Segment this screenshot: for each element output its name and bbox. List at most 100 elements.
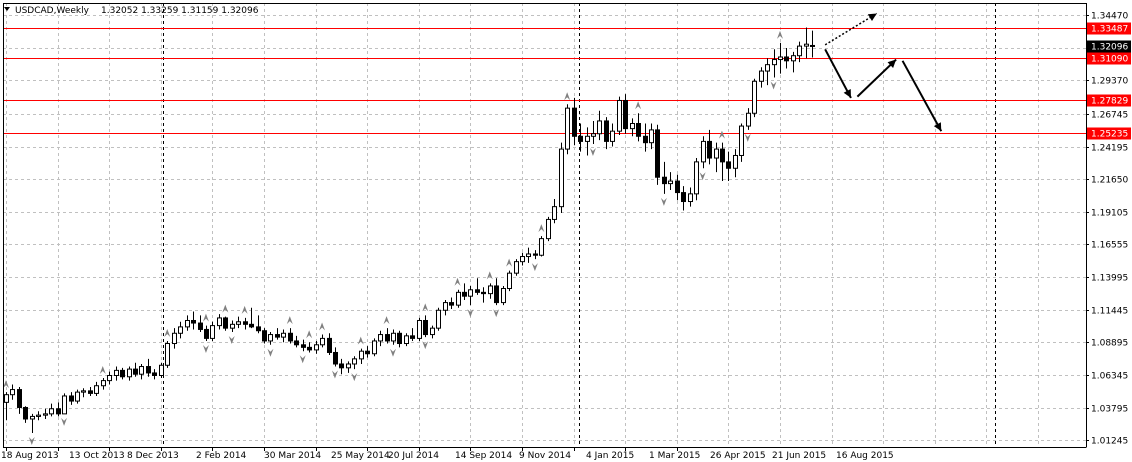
candle-down [462, 291, 467, 297]
candle-up [759, 70, 764, 82]
fractal-down-icon [228, 336, 235, 345]
level-price-tag-label: 1.33487 [1091, 25, 1128, 35]
candle-down [56, 408, 61, 415]
candle-up [701, 140, 706, 163]
fractal-down-icon [422, 341, 429, 350]
fractal-up-icon [357, 336, 364, 345]
fractal-up-icon [538, 224, 545, 233]
candle-up [791, 55, 796, 62]
candle-up [591, 133, 596, 137]
candle-up [810, 44, 815, 47]
candle-up [597, 120, 602, 135]
candle-up [165, 343, 170, 366]
y-tick-label: 1.11445 [1091, 307, 1128, 317]
candle-up [804, 43, 809, 47]
candle-up [178, 326, 183, 334]
fractal-down-icon [267, 348, 274, 357]
candle-up [10, 389, 15, 396]
fractal-up-icon [454, 277, 461, 286]
candle-up [94, 385, 99, 394]
candle-up [417, 319, 422, 339]
x-tick-label: 9 Nov 2014 [519, 451, 571, 461]
candle-down [301, 344, 306, 348]
candle-up [75, 391, 80, 402]
arrowhead-icon [867, 13, 877, 22]
candle-up [127, 368, 132, 378]
y-tick-label: 1.01245 [1091, 437, 1128, 447]
y-tick-label: 1.08895 [1091, 339, 1128, 349]
candle-down [146, 366, 151, 374]
y-tick-label: 1.34470 [1091, 12, 1128, 22]
candle-up [185, 319, 190, 328]
fractal-up-icon [202, 313, 209, 322]
candle-down [23, 406, 28, 420]
candle-up [733, 154, 738, 169]
candle-down [333, 351, 338, 365]
candle-up [617, 99, 622, 132]
candle-down [120, 369, 125, 378]
fractal-up-icon [718, 130, 725, 139]
candle-up [352, 358, 357, 365]
x-tick-label: 25 May 2014 [331, 451, 390, 461]
candle-down [204, 328, 209, 339]
arrowhead-icon [887, 59, 897, 68]
x-tick-label: 18 Aug 2013 [1, 451, 59, 461]
candle-up [507, 272, 512, 290]
candle-down [69, 395, 74, 402]
x-tick-label: 4 Jan 2015 [586, 451, 634, 461]
fractal-up-icon [99, 366, 106, 375]
fractal-up-icon [635, 101, 642, 110]
candle-up [372, 340, 377, 355]
candle-up [488, 285, 493, 295]
candle-down [397, 332, 402, 345]
candle-up [752, 80, 757, 114]
fractals [3, 30, 783, 446]
arrowhead-icon [843, 88, 851, 98]
fractal-up-icon [486, 271, 493, 280]
y-tick-label: 1.26745 [1091, 111, 1128, 121]
y-tick-label: 1.19105 [1091, 209, 1128, 219]
candle-up [539, 238, 544, 256]
fractal-down-icon [331, 370, 338, 379]
candle-up [552, 206, 557, 220]
period-separators [163, 3, 996, 447]
candle-up [430, 327, 435, 336]
current-price-label: 1.32096 [1091, 43, 1128, 53]
candle-up [107, 374, 112, 382]
candle-down [533, 253, 538, 256]
x-tick-label: 30 Mar 2014 [264, 451, 321, 461]
fractal-down-icon [351, 373, 358, 382]
x-tick-label: 26 Apr 2015 [710, 451, 766, 461]
candle-up [320, 337, 325, 346]
candle-up [210, 325, 215, 339]
candle-up [565, 107, 570, 150]
fractal-down-icon [699, 172, 706, 181]
projection-arrow-line [824, 48, 852, 99]
candle-down [88, 390, 93, 394]
level-price-tag-label: 1.25235 [1091, 130, 1128, 140]
y-tick-label: 1.21650 [1091, 176, 1128, 186]
fractal-up-icon [222, 304, 229, 313]
candle-down [423, 319, 428, 336]
candle-up [62, 395, 67, 415]
x-tick-label: 21 Jun 2015 [772, 451, 826, 461]
candle-down [623, 99, 628, 130]
candle-up [314, 344, 319, 351]
candle-up [391, 332, 396, 342]
dropdown-triangle-icon[interactable] [4, 7, 10, 11]
candle-down [191, 319, 196, 324]
fractal-down-icon [493, 309, 500, 318]
projection-arrows [824, 12, 943, 132]
candle-up [559, 148, 564, 208]
candle-up [778, 56, 783, 61]
candle-up [404, 335, 409, 345]
candle-up [436, 309, 441, 329]
candle-down [198, 322, 203, 330]
candle-down [481, 291, 486, 295]
fractal-up-icon [3, 380, 9, 389]
candle-down [643, 135, 648, 144]
candle-up [139, 366, 144, 375]
candle-up [346, 363, 351, 369]
fractal-down-icon [744, 133, 751, 142]
